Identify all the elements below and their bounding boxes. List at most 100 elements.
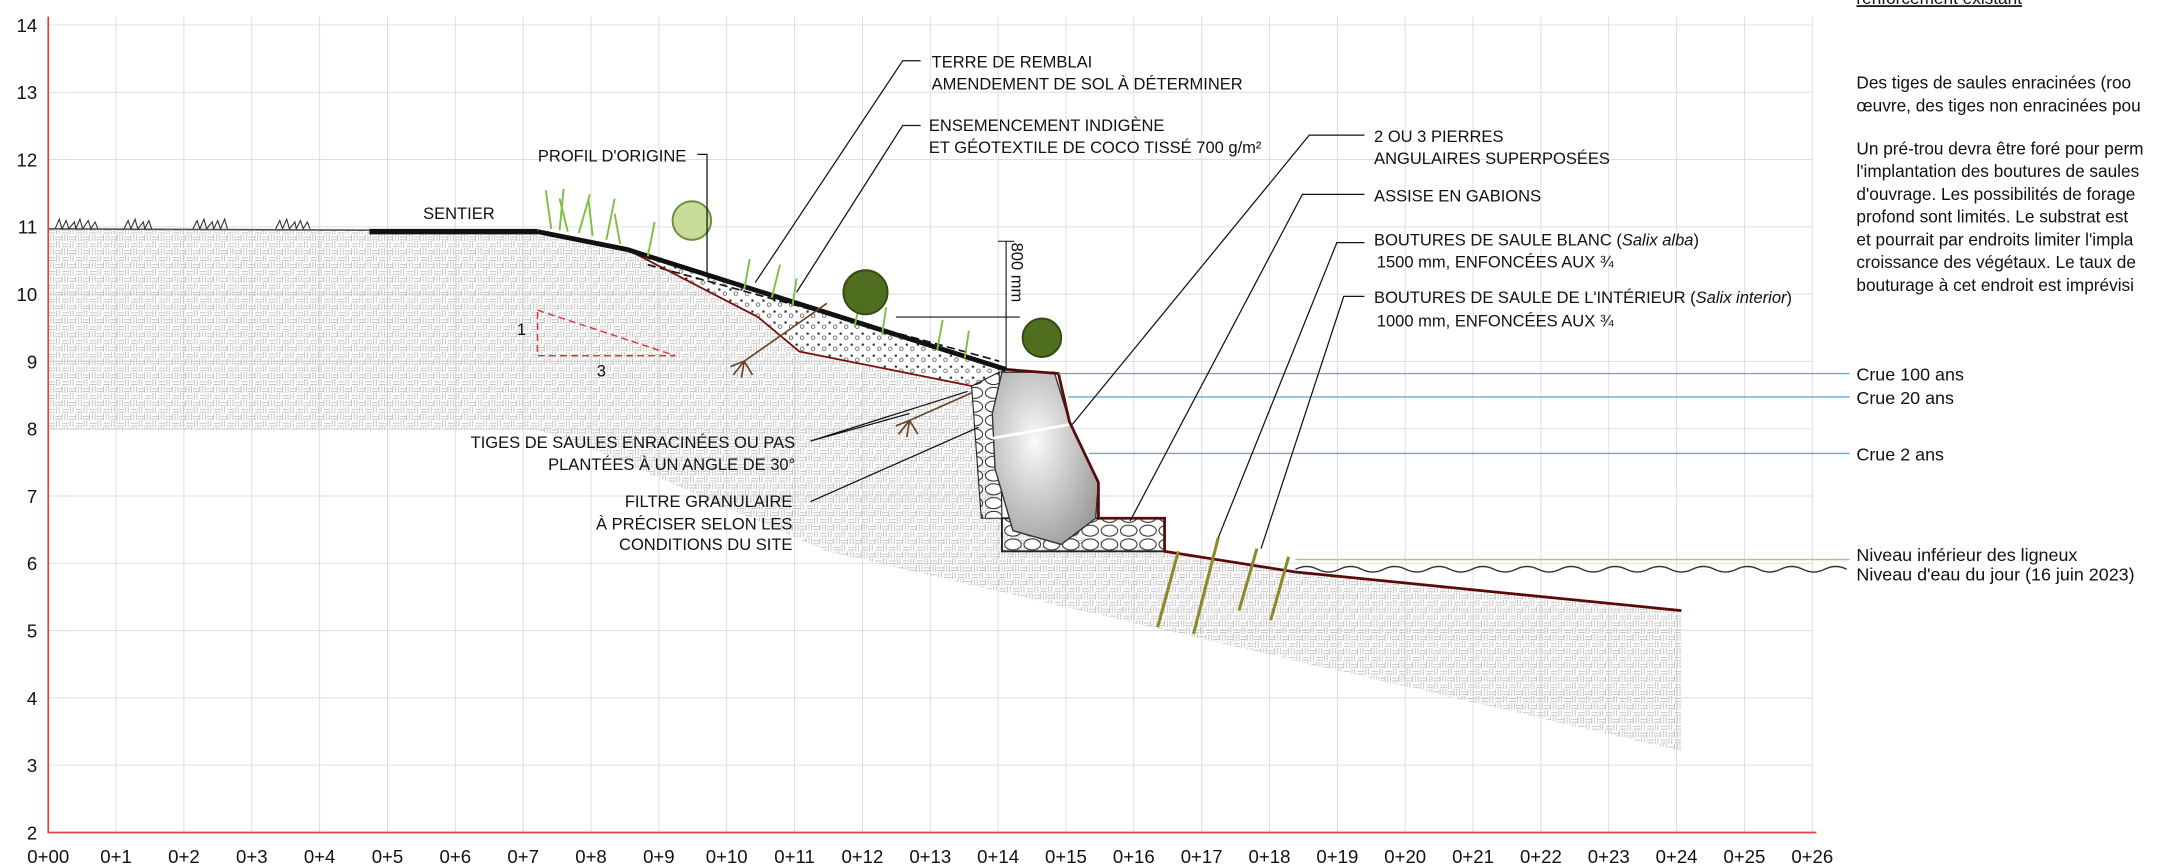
x-tick-label: 0+8	[575, 846, 607, 867]
level-label: Crue 100 ans	[1856, 364, 1964, 384]
slope-surface	[537, 229, 1007, 372]
x-tick-label: 0+14	[977, 846, 1019, 867]
note-line: bouturage à cet endroit est imprévisi	[1856, 275, 2134, 295]
y-tick-label: 3	[27, 755, 37, 776]
geotextile	[647, 263, 1000, 362]
dimension-label: 800 mm	[1008, 243, 1027, 303]
y-tick-label: 11	[18, 217, 37, 238]
label: À PRÉCISER SELON LES	[596, 514, 792, 533]
slope-run: 3	[597, 361, 606, 380]
fill-dots	[627, 249, 1007, 386]
existing-ground	[48, 228, 1682, 752]
label: PLANTÉES À UN ANGLE DE 30°	[548, 455, 795, 474]
note-line: l'implantation des boutures de saules	[1856, 161, 2139, 181]
water-levels	[1058, 372, 1850, 573]
x-tick-label: 0+3	[236, 846, 268, 867]
label: AMENDEMENT DE SOL À DÉTERMINER	[932, 75, 1243, 94]
note-line: et pourrait par endroits limiter l'impla	[1856, 229, 2133, 249]
note-line: œuvre, des tiges non enracinées pou	[1856, 96, 2140, 116]
x-tick-label: 0+24	[1656, 846, 1698, 867]
label-part: )	[1693, 230, 1699, 249]
dimension	[895, 240, 1020, 370]
x-tick-label: 0+4	[304, 846, 336, 867]
axis-lines	[47, 16, 1817, 834]
label: TIGES DE SAULES ENRACINÉES OU PAS	[471, 433, 796, 452]
subgrade-line	[626, 248, 972, 387]
x-tick-label: 0+11	[774, 846, 815, 867]
label: FILTRE GRANULAIRE	[625, 492, 793, 511]
x-tick-label: 0+22	[1520, 846, 1562, 867]
label: TERRE DE REMBLAI	[932, 53, 1093, 72]
willow-cuttings	[1156, 537, 1291, 635]
root-bundles	[730, 302, 972, 438]
x-tick-label: 0+00	[27, 846, 69, 867]
level-label: Crue 20 ans	[1856, 388, 1954, 408]
x-tick-label: 0+20	[1384, 846, 1426, 867]
stone-joint	[992, 423, 1070, 440]
y-tick-label: 5	[27, 620, 37, 641]
y-tick-label: 9	[27, 351, 37, 372]
x-tick-label: 0+2	[168, 846, 200, 867]
level-label: Niveau d'eau du jour (16 juin 2023)	[1856, 564, 2134, 584]
grass	[54, 217, 311, 231]
label: BOUTURES DE SAULE DE L'INTÉRIEUR (Salix …	[1374, 288, 1792, 307]
x-tick-label: 0+7	[507, 846, 539, 867]
x-tick-label: 0+13	[909, 846, 951, 867]
path-surface	[48, 228, 370, 232]
x-tick-label: 0+19	[1316, 846, 1358, 867]
level-label: Crue 2 ans	[1856, 444, 1944, 464]
label: ET GÉOTEXTILE DE COCO TISSÉ 700 g/m²	[929, 138, 1262, 157]
x-tick-label: 0+6	[440, 846, 472, 867]
leaders	[697, 60, 1365, 549]
label: 2 OU 3 PIERRES	[1374, 127, 1503, 146]
label-part: BOUTURES DE SAULE BLANC (	[1374, 230, 1622, 249]
x-tick-label: 0+10	[706, 846, 748, 867]
y-tick-label: 4	[27, 688, 37, 709]
level-label: Niveau inférieur des ligneux	[1856, 545, 2077, 565]
x-tick-label: 0+5	[372, 846, 404, 867]
note-line: Un pré-trou devra être foré pour perm	[1856, 138, 2143, 158]
stone	[991, 371, 1100, 546]
slope-triangle	[536, 309, 676, 357]
note-line: Des tiges de saules enracinées (roo	[1856, 72, 2131, 92]
x-tick-label: 0+16	[1113, 846, 1155, 867]
y-tick-label: 14	[17, 15, 38, 36]
label: ANGULAIRES SUPERPOSÉES	[1374, 149, 1610, 168]
species: Salix interior	[1696, 288, 1788, 307]
note-heading: renforcement existant	[1856, 0, 2022, 8]
x-tick-label: 0+23	[1588, 846, 1630, 867]
label: 1500 mm, ENFONCÉES AUX ¾	[1377, 252, 1614, 271]
y-tick-label: 13	[17, 82, 38, 103]
label: PROFIL D'ORIGINE	[538, 146, 686, 165]
y-tick-label: 6	[27, 553, 37, 574]
x-tick-label: 0+17	[1181, 846, 1223, 867]
y-tick-label: 7	[27, 486, 37, 507]
x-tick-label: 0+25	[1723, 846, 1765, 867]
species: Salix alba	[1622, 230, 1694, 249]
label: CONDITIONS DU SITE	[619, 535, 792, 554]
x-tick-label: 0+26	[1791, 846, 1833, 867]
x-tick-label: 0+15	[1045, 846, 1087, 867]
label: 1000 mm, ENFONCÉES AUX ¾	[1377, 312, 1614, 331]
y-tick-label: 12	[17, 149, 38, 170]
y-tick-label: 10	[17, 284, 38, 305]
label: ASSISE EN GABIONS	[1374, 186, 1541, 205]
note-line: croissance des végétaux. Le taux de	[1856, 252, 2136, 272]
note-line: profond sont limités. Le substrat est	[1856, 207, 2128, 227]
x-tick-label: 0+1	[100, 846, 132, 867]
y-tick-label: 2	[27, 822, 37, 843]
x-tick-label: 0+21	[1452, 846, 1494, 867]
note-line: d'ouvrage. Les possibilités de forage	[1856, 184, 2135, 204]
label-part: )	[1787, 288, 1793, 307]
label: SENTIER	[423, 204, 495, 223]
label: BOUTURES DE SAULE BLANC (Salix alba)	[1374, 230, 1699, 249]
x-tick-label: 0+18	[1249, 846, 1291, 867]
y-tick-label: 8	[27, 419, 37, 440]
slope-rise: 1	[517, 320, 526, 339]
x-tick-label: 0+12	[841, 846, 883, 867]
x-tick-label: 0+9	[643, 846, 675, 867]
